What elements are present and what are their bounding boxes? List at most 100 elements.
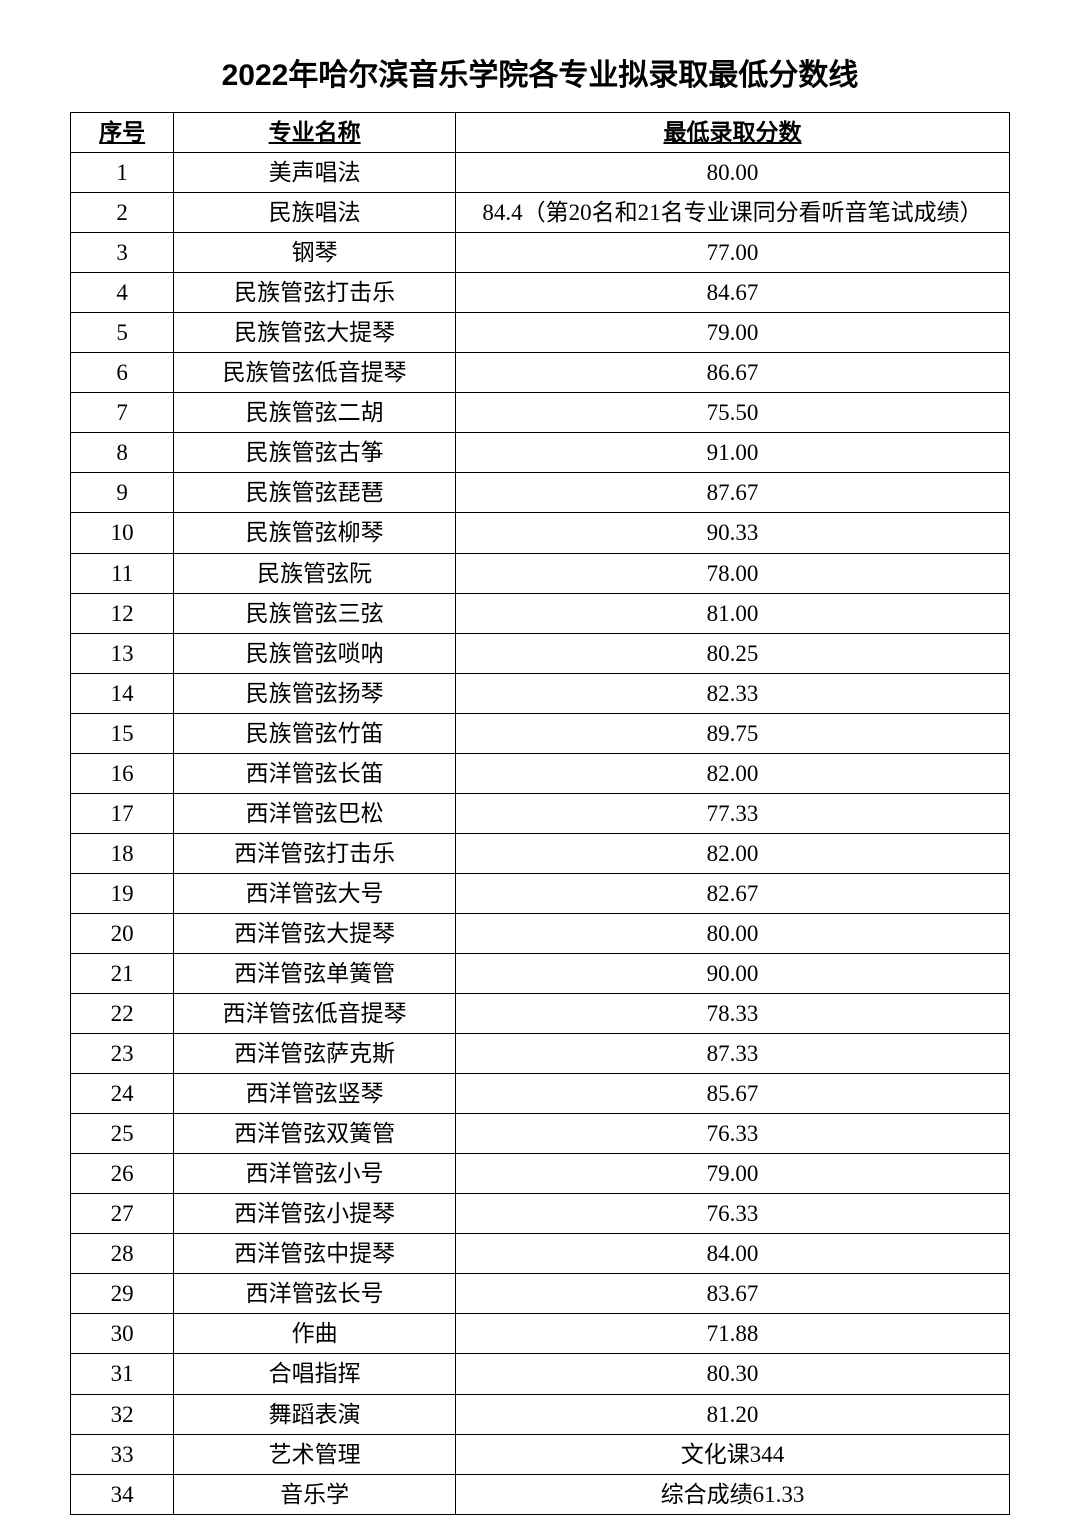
cell-min-score: 80.25 — [455, 633, 1009, 673]
table-row: 32舞蹈表演81.20 — [71, 1394, 1010, 1434]
table-row: 20西洋管弦大提琴80.00 — [71, 913, 1010, 953]
cell-min-score: 85.67 — [455, 1074, 1009, 1114]
cell-min-score: 82.00 — [455, 833, 1009, 873]
cell-number: 10 — [71, 513, 174, 553]
cell-major-name: 西洋管弦小号 — [174, 1154, 456, 1194]
cell-number: 27 — [71, 1194, 174, 1234]
table-row: 15民族管弦竹笛89.75 — [71, 713, 1010, 753]
cell-number: 32 — [71, 1394, 174, 1434]
cell-number: 20 — [71, 913, 174, 953]
cell-major-name: 作曲 — [174, 1314, 456, 1354]
cell-min-score: 71.88 — [455, 1314, 1009, 1354]
cell-major-name: 美声唱法 — [174, 153, 456, 193]
cell-major-name: 西洋管弦大提琴 — [174, 913, 456, 953]
cell-min-score: 84.4（第20名和21名专业课同分看听音笔试成绩） — [455, 193, 1009, 233]
cell-number: 33 — [71, 1434, 174, 1474]
cell-min-score: 80.30 — [455, 1354, 1009, 1394]
cell-major-name: 西洋管弦中提琴 — [174, 1234, 456, 1274]
cell-min-score: 91.00 — [455, 433, 1009, 473]
cell-min-score: 82.67 — [455, 873, 1009, 913]
cell-major-name: 民族管弦扬琴 — [174, 673, 456, 713]
cell-number: 13 — [71, 633, 174, 673]
cell-number: 5 — [71, 313, 174, 353]
table-row: 6民族管弦低音提琴86.67 — [71, 353, 1010, 393]
table-row: 30作曲71.88 — [71, 1314, 1010, 1354]
table-row: 31合唱指挥80.30 — [71, 1354, 1010, 1394]
cell-number: 14 — [71, 673, 174, 713]
cell-major-name: 民族管弦三弦 — [174, 593, 456, 633]
cell-number: 28 — [71, 1234, 174, 1274]
cell-major-name: 西洋管弦萨克斯 — [174, 1034, 456, 1074]
cell-major-name: 西洋管弦打击乐 — [174, 833, 456, 873]
table-row: 17西洋管弦巴松77.33 — [71, 793, 1010, 833]
cell-min-score: 78.00 — [455, 553, 1009, 593]
cell-number: 34 — [71, 1474, 174, 1514]
cell-number: 9 — [71, 473, 174, 513]
table-row: 8民族管弦古筝91.00 — [71, 433, 1010, 473]
cell-major-name: 西洋管弦小提琴 — [174, 1194, 456, 1234]
cell-min-score: 82.33 — [455, 673, 1009, 713]
table-row: 27西洋管弦小提琴76.33 — [71, 1194, 1010, 1234]
cell-min-score: 81.20 — [455, 1394, 1009, 1434]
table-row: 3钢琴77.00 — [71, 233, 1010, 273]
cell-min-score: 86.67 — [455, 353, 1009, 393]
cell-major-name: 艺术管理 — [174, 1434, 456, 1474]
table-row: 33艺术管理文化课344 — [71, 1434, 1010, 1474]
cell-major-name: 西洋管弦巴松 — [174, 793, 456, 833]
cell-major-name: 民族管弦阮 — [174, 553, 456, 593]
cell-min-score: 77.33 — [455, 793, 1009, 833]
cell-number: 25 — [71, 1114, 174, 1154]
score-table: 序号 专业名称 最低录取分数 1美声唱法80.002民族唱法84.4（第20名和… — [70, 112, 1010, 1515]
cell-min-score: 文化课344 — [455, 1434, 1009, 1474]
table-row: 21西洋管弦单簧管90.00 — [71, 953, 1010, 993]
table-row: 5民族管弦大提琴79.00 — [71, 313, 1010, 353]
cell-min-score: 81.00 — [455, 593, 1009, 633]
cell-major-name: 西洋管弦大号 — [174, 873, 456, 913]
cell-major-name: 西洋管弦单簧管 — [174, 953, 456, 993]
table-header-row: 序号 专业名称 最低录取分数 — [71, 113, 1010, 153]
cell-min-score: 84.00 — [455, 1234, 1009, 1274]
cell-number: 19 — [71, 873, 174, 913]
cell-min-score: 87.33 — [455, 1034, 1009, 1074]
cell-major-name: 舞蹈表演 — [174, 1394, 456, 1434]
cell-number: 11 — [71, 553, 174, 593]
cell-number: 15 — [71, 713, 174, 753]
cell-major-name: 民族管弦大提琴 — [174, 313, 456, 353]
cell-major-name: 音乐学 — [174, 1474, 456, 1514]
cell-number: 29 — [71, 1274, 174, 1314]
table-row: 7民族管弦二胡75.50 — [71, 393, 1010, 433]
cell-min-score: 80.00 — [455, 913, 1009, 953]
cell-number: 3 — [71, 233, 174, 273]
table-row: 18西洋管弦打击乐82.00 — [71, 833, 1010, 873]
cell-major-name: 民族管弦二胡 — [174, 393, 456, 433]
cell-major-name: 民族管弦打击乐 — [174, 273, 456, 313]
cell-number: 8 — [71, 433, 174, 473]
table-row: 10民族管弦柳琴90.33 — [71, 513, 1010, 553]
cell-number: 6 — [71, 353, 174, 393]
cell-major-name: 钢琴 — [174, 233, 456, 273]
table-row: 16西洋管弦长笛82.00 — [71, 753, 1010, 793]
cell-min-score: 75.50 — [455, 393, 1009, 433]
cell-major-name: 合唱指挥 — [174, 1354, 456, 1394]
cell-min-score: 76.33 — [455, 1114, 1009, 1154]
cell-major-name: 西洋管弦低音提琴 — [174, 994, 456, 1034]
cell-min-score: 87.67 — [455, 473, 1009, 513]
cell-major-name: 西洋管弦竖琴 — [174, 1074, 456, 1114]
cell-number: 21 — [71, 953, 174, 993]
cell-min-score: 90.00 — [455, 953, 1009, 993]
cell-number: 24 — [71, 1074, 174, 1114]
page-title: 2022年哈尔滨音乐学院各专业拟录取最低分数线 — [70, 50, 1010, 94]
cell-min-score: 76.33 — [455, 1194, 1009, 1234]
cell-min-score: 80.00 — [455, 153, 1009, 193]
table-row: 19西洋管弦大号82.67 — [71, 873, 1010, 913]
table-row: 14民族管弦扬琴82.33 — [71, 673, 1010, 713]
cell-number: 7 — [71, 393, 174, 433]
cell-min-score: 83.67 — [455, 1274, 1009, 1314]
cell-number: 23 — [71, 1034, 174, 1074]
table-row: 23西洋管弦萨克斯87.33 — [71, 1034, 1010, 1074]
cell-min-score: 综合成绩61.33 — [455, 1474, 1009, 1514]
cell-number: 26 — [71, 1154, 174, 1194]
cell-number: 18 — [71, 833, 174, 873]
table-row: 22西洋管弦低音提琴78.33 — [71, 994, 1010, 1034]
table-row: 25西洋管弦双簧管76.33 — [71, 1114, 1010, 1154]
